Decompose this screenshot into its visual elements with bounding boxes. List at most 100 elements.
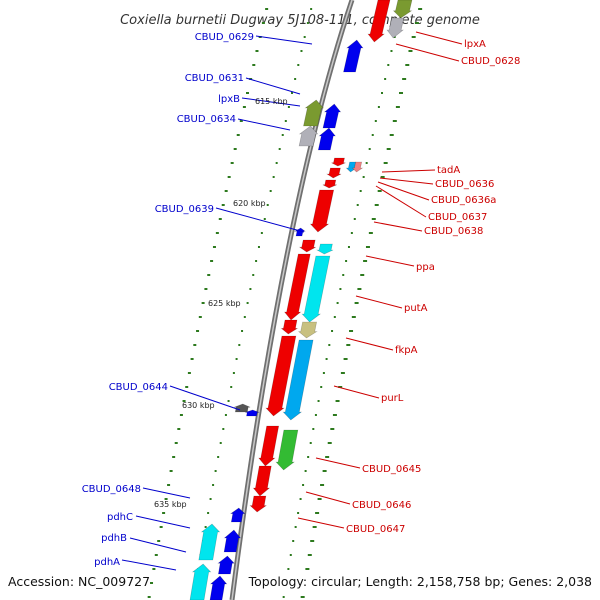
tick-mark — [219, 442, 222, 444]
gene-feature — [189, 563, 212, 600]
gene-label[interactable]: CBUD_0637 — [428, 212, 487, 223]
tick-mark — [150, 582, 154, 584]
tick-mark — [210, 260, 214, 262]
gene-label[interactable]: putA — [404, 303, 428, 314]
gene-label[interactable]: fkpA — [395, 345, 418, 356]
gene-feature — [326, 167, 342, 179]
gene-label[interactable]: CBUD_0638 — [424, 226, 483, 237]
tick-mark — [230, 386, 233, 388]
tick-mark — [314, 414, 317, 416]
gene-label[interactable]: CBUD_0648 — [82, 484, 141, 495]
tick-mark — [310, 8, 313, 10]
tick-mark — [351, 316, 356, 318]
footer-right-bg — [256, 572, 596, 592]
tick-mark — [287, 106, 290, 108]
tick-mark — [272, 176, 275, 178]
tick-mark — [177, 428, 181, 430]
tick-mark — [185, 386, 189, 388]
tick-mark — [363, 260, 368, 262]
tick-mark — [281, 134, 284, 136]
gene-label[interactable]: pdhB — [101, 533, 127, 544]
tick-mark — [317, 498, 322, 500]
gene-label[interactable]: CBUD_0629 — [195, 32, 254, 43]
leader-line — [121, 559, 177, 571]
gene-feature — [297, 321, 318, 339]
tick-mark — [263, 218, 266, 220]
gene-feature — [223, 529, 242, 553]
gene-label[interactable]: CBUD_0628 — [461, 56, 520, 67]
gene-feature — [331, 157, 346, 167]
tick-mark — [347, 246, 350, 248]
tick-mark — [207, 274, 211, 276]
tick-mark — [260, 232, 263, 234]
gene-label[interactable]: CBUD_0631 — [185, 73, 244, 84]
kbp-label: 630 kbp — [182, 401, 215, 410]
leader-line — [373, 221, 423, 232]
gene-feature — [367, 0, 391, 43]
gene-feature — [229, 507, 246, 523]
gene-label[interactable]: CBUD_0634 — [177, 114, 236, 125]
gene-feature — [322, 103, 342, 129]
leader-line — [169, 385, 241, 411]
gene-label[interactable]: purL — [381, 393, 404, 404]
gene-label[interactable]: lpxB — [218, 94, 240, 105]
tick-mark — [368, 232, 373, 234]
tick-mark — [333, 316, 336, 318]
tick-mark — [204, 288, 208, 290]
tick-mark — [377, 190, 382, 192]
tick-mark — [224, 190, 228, 192]
tick-mark — [325, 358, 328, 360]
leader-line — [365, 255, 415, 267]
gene-label[interactable]: CBUD_0646 — [352, 500, 411, 511]
gene-label[interactable]: CBUD_0636 — [435, 179, 494, 190]
tick-mark — [384, 78, 387, 80]
gene-feature — [317, 127, 336, 151]
gene-feature — [315, 243, 334, 255]
tick-mark — [360, 274, 365, 276]
tick-mark — [320, 484, 325, 486]
tick-mark — [243, 316, 246, 318]
tick-mark — [252, 64, 256, 66]
kbp-labels: 615 kbp 620 kbp 625 kbp 630 kbp 635 kbp — [154, 97, 288, 509]
gene-label[interactable]: lpxA — [464, 39, 486, 50]
tick-mark — [236, 134, 240, 136]
leader-line — [215, 207, 305, 233]
leader-line — [355, 295, 403, 309]
tick-mark — [169, 470, 173, 472]
tick-mark — [289, 554, 292, 556]
tick-mark — [212, 246, 216, 248]
tick-mark — [147, 596, 151, 598]
tick-mark — [204, 526, 207, 528]
reverse-gene-labels: CBUD_0629 CBUD_0631 lpxB CBUD_0634 CBUD_… — [82, 32, 254, 568]
tick-mark — [209, 498, 212, 500]
tick-mark — [381, 92, 384, 94]
gene-label[interactable]: pdhC — [107, 512, 133, 523]
gene-label[interactable]: CBUD_0639 — [155, 204, 214, 215]
tick-mark — [414, 22, 419, 24]
tick-mark — [338, 386, 343, 388]
gene-label[interactable]: CBUD_0636a — [431, 195, 496, 206]
tick-mark — [246, 302, 249, 304]
tick-mark — [335, 400, 340, 402]
tick-mark — [377, 106, 380, 108]
tick-mark — [418, 8, 423, 10]
tick-mark — [287, 568, 290, 570]
gene-label[interactable]: CBUD_0647 — [346, 524, 405, 535]
tick-mark — [300, 50, 303, 52]
gene-label[interactable]: pdhA — [94, 557, 120, 568]
leader-line — [333, 385, 380, 399]
gene-label[interactable]: ppa — [416, 262, 435, 273]
tick-mark — [330, 428, 335, 430]
gene-label[interactable]: CBUD_0645 — [362, 464, 421, 475]
gene-feature — [298, 125, 319, 147]
tick-mark — [393, 36, 396, 38]
tick-mark — [174, 442, 178, 444]
tick-mark — [255, 260, 258, 262]
forward-gene-labels: lpxA CBUD_0628 tadA CBUD_0636 CBUD_0636a… — [346, 39, 520, 535]
gene-feature — [343, 39, 364, 73]
gene-label[interactable]: tadA — [437, 165, 460, 176]
leader-line — [241, 97, 301, 107]
tick-mark — [354, 302, 359, 304]
leader-line — [245, 77, 301, 95]
gene-label[interactable]: CBUD_0644 — [109, 382, 168, 393]
